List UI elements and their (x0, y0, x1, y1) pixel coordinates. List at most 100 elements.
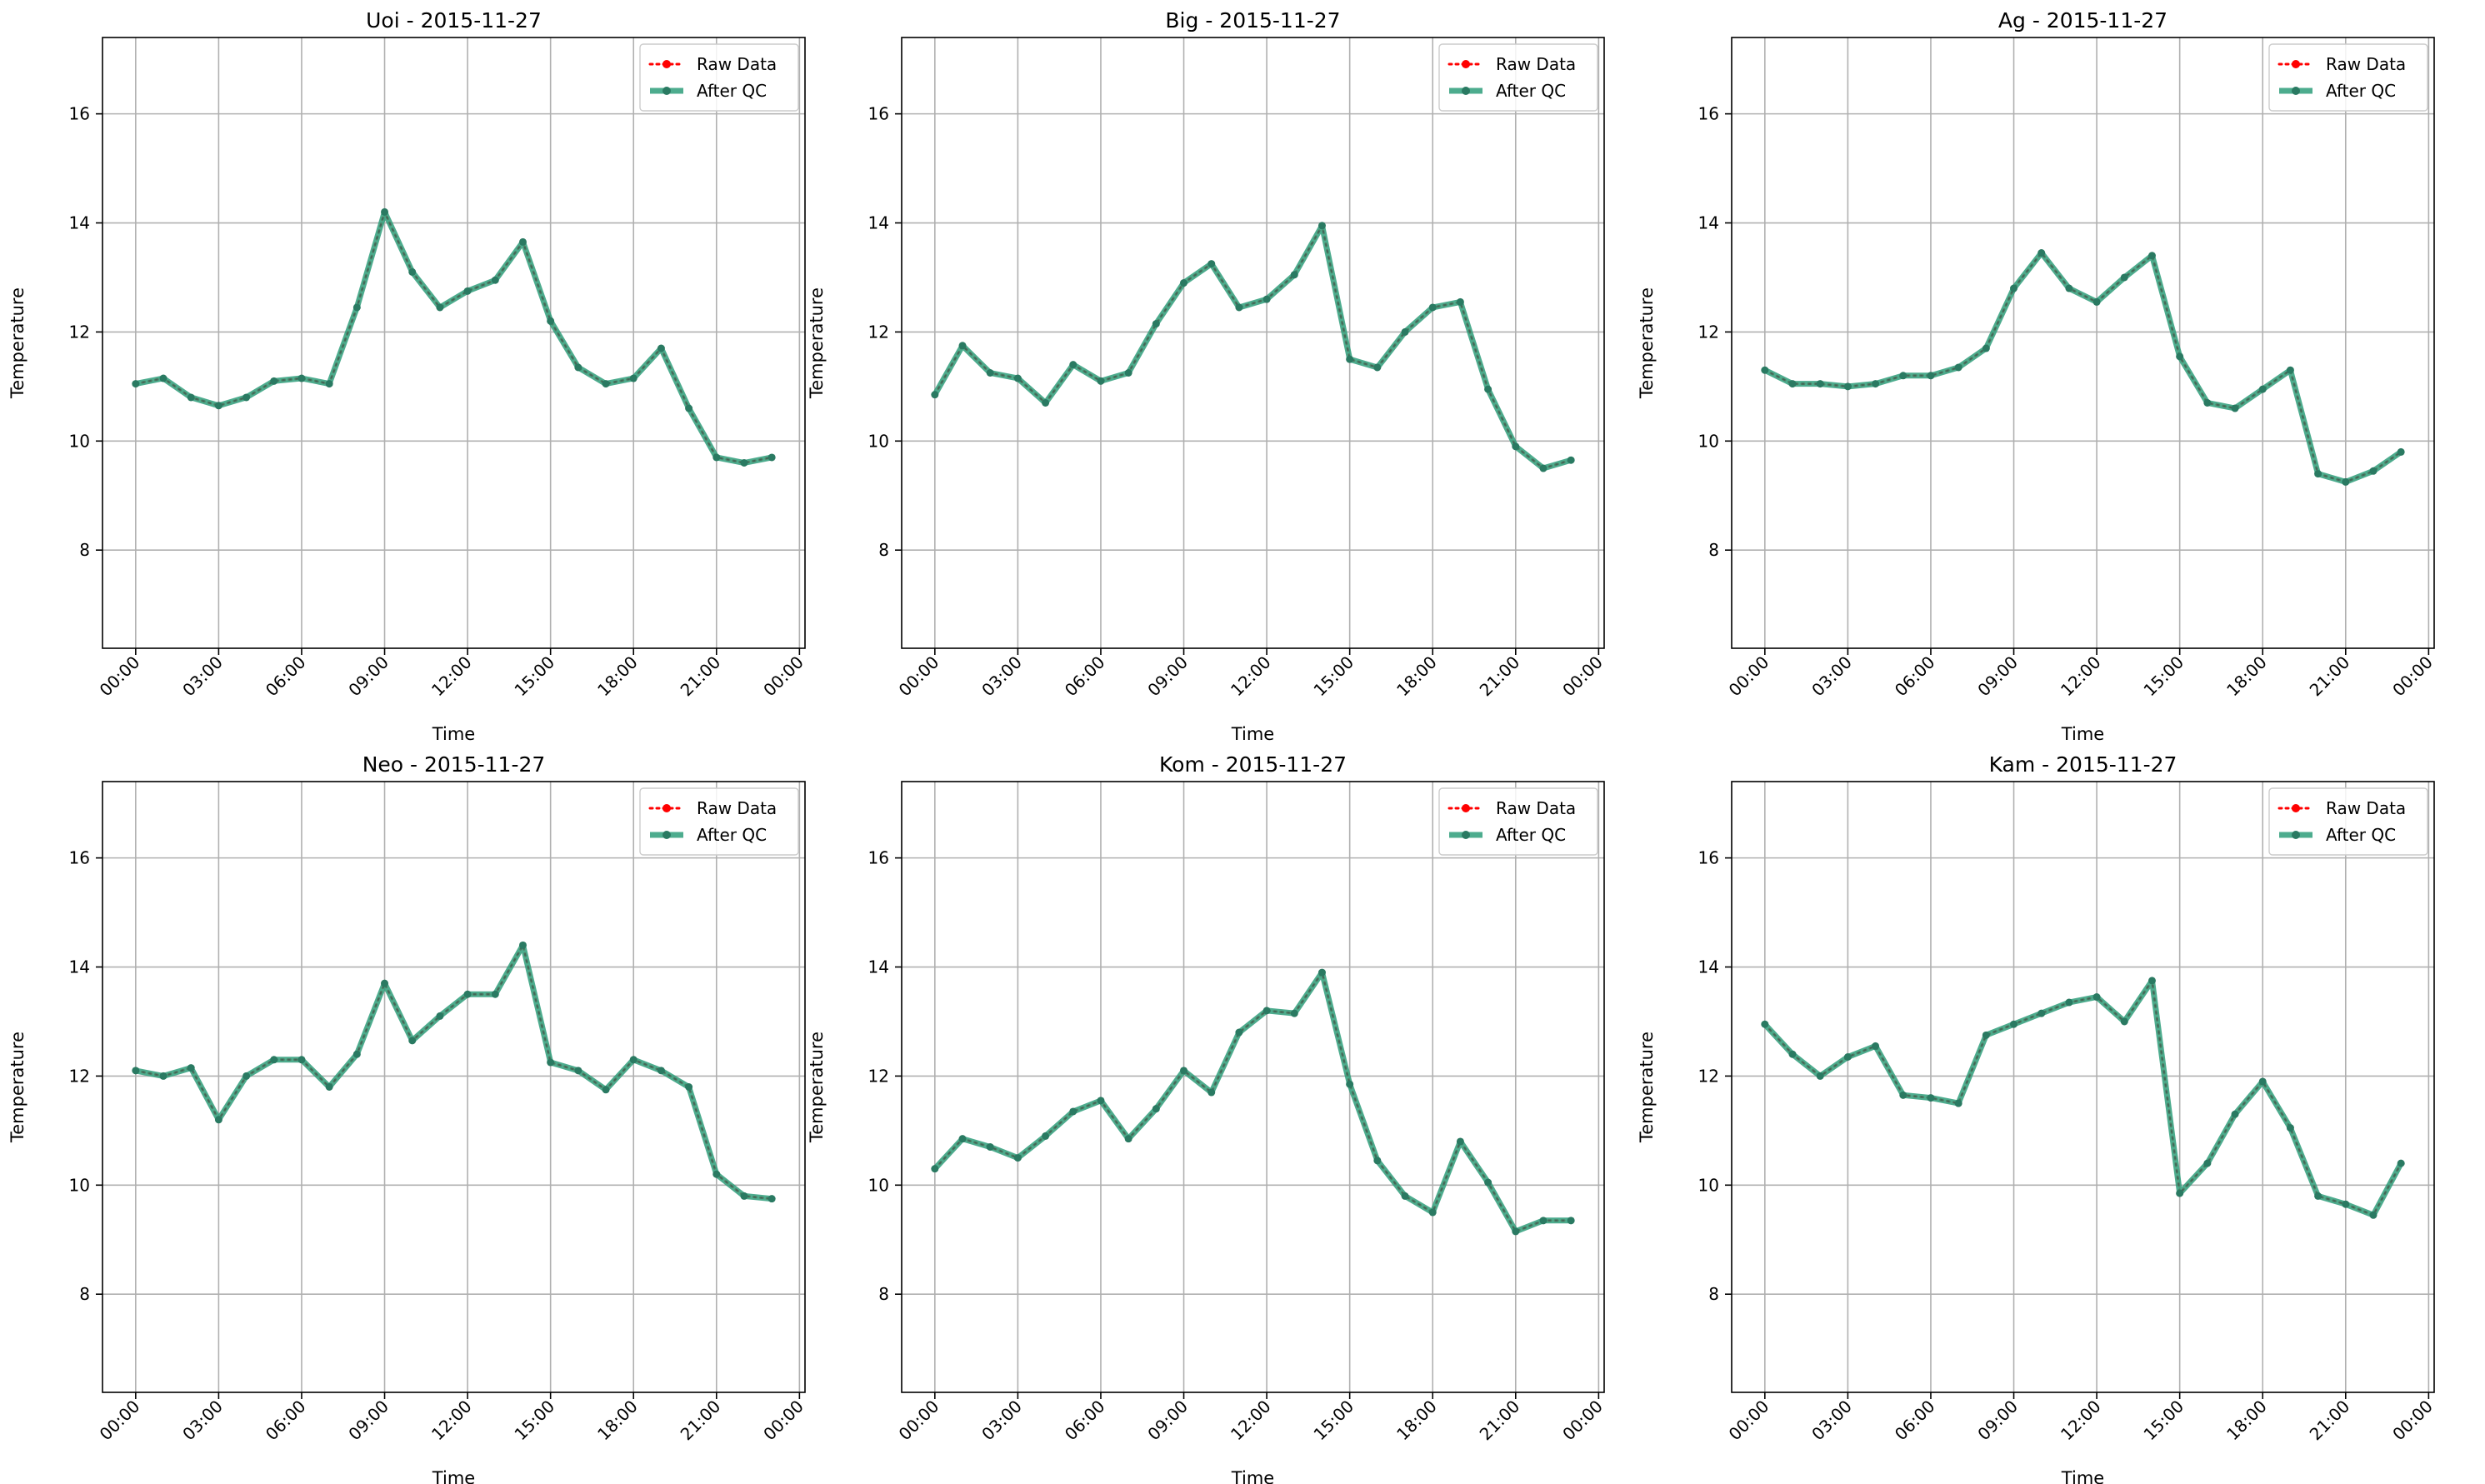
plot-frame (102, 37, 806, 649)
data-point (712, 453, 721, 462)
y-tick-label: 12 (868, 1066, 889, 1086)
y-tick-label: 8 (878, 1284, 889, 1304)
data-point (657, 1067, 665, 1075)
legend: Raw Data After QC (1438, 787, 1598, 856)
data-point (685, 404, 693, 412)
x-tick-label: 15:00 (510, 652, 558, 701)
y-axis-label: Temperature (8, 1032, 28, 1143)
x-tick-label: 00:00 (2388, 1397, 2437, 1445)
legend-marker-raw-data (1462, 60, 1470, 68)
data-point (602, 380, 610, 388)
x-tick-label: 18:00 (1392, 1397, 1441, 1445)
x-tick-label: 00:00 (2388, 652, 2437, 701)
series-line-raw-data-overlay (135, 942, 772, 1200)
data-point (159, 374, 168, 382)
data-point (325, 380, 333, 388)
y-tick-label: 8 (79, 1284, 90, 1304)
legend: Raw Data After QC (639, 43, 799, 112)
data-point (187, 1064, 195, 1072)
plot-frame (901, 37, 1605, 649)
legend-marker-after-qc (1462, 87, 1470, 95)
data-point (2010, 284, 2018, 292)
x-tick-label: 18:00 (593, 652, 642, 701)
data-point (629, 374, 638, 382)
x-axis-label: Time (2061, 724, 2104, 744)
data-point (2148, 977, 2156, 985)
x-tick-label: 09:00 (1973, 652, 2022, 701)
series-line-raw-data-overlay (934, 970, 1572, 1233)
x-tick-label: 12:00 (2057, 652, 2105, 701)
data-point (1013, 1154, 1022, 1162)
x-tick-label: 15:00 (510, 1397, 558, 1445)
x-tick-label: 12:00 (1227, 652, 1275, 701)
data-point (602, 1086, 610, 1094)
y-tick-label: 14 (868, 957, 889, 977)
data-point (1069, 361, 1078, 369)
data-point (1013, 374, 1022, 382)
y-tick-label: 12 (69, 322, 90, 342)
x-tick-label: 15:00 (1309, 1397, 1358, 1445)
x-tick-label: 12:00 (428, 652, 476, 701)
y-axis-label: Temperature (807, 1032, 827, 1143)
data-point (2314, 1192, 2322, 1200)
data-point (2286, 1124, 2294, 1132)
data-point (958, 1135, 967, 1143)
x-tick-label: 09:00 (1143, 652, 1192, 701)
legend-label-after-qc: After QC (1496, 825, 1566, 845)
legend-box (2268, 43, 2428, 112)
legend: Raw Data After QC (2268, 787, 2428, 856)
data-point (1788, 380, 1797, 388)
data-point (1152, 320, 1160, 328)
series-line-after-qc (135, 208, 772, 466)
data-point (214, 1116, 222, 1124)
data-point (1816, 1072, 1824, 1080)
data-point (1982, 1031, 1990, 1039)
y-tick-label: 10 (1698, 431, 1719, 451)
x-tick-label: 03:00 (1808, 1397, 1856, 1445)
legend-marker-raw-data (1462, 804, 1470, 812)
y-tick-label: 8 (878, 540, 889, 560)
x-tick-label: 09:00 (1973, 1397, 2022, 1445)
x-tick-label: 00:00 (1558, 1397, 1607, 1445)
x-tick-label: 06:00 (1061, 652, 1109, 701)
plot-frame (1731, 37, 2435, 649)
data-point (352, 303, 361, 312)
y-tick-label: 12 (1698, 322, 1719, 342)
data-point (547, 317, 555, 325)
data-point (2286, 366, 2294, 374)
data-point (1872, 1042, 1880, 1050)
data-point (1954, 363, 1962, 372)
data-point (242, 1072, 251, 1080)
chart-title: Kam - 2015-11-27 (1989, 752, 2178, 777)
legend-marker-raw-data (2292, 60, 2300, 68)
data-point (1318, 968, 1326, 977)
data-point (491, 990, 499, 998)
data-point (2092, 993, 2101, 1002)
series-line-after-qc (932, 969, 1572, 1235)
y-tick-label: 14 (868, 213, 889, 233)
data-point (1152, 1105, 1160, 1113)
data-point (1816, 380, 1824, 388)
y-tick-label: 14 (1698, 957, 1719, 977)
data-point (1872, 380, 1880, 388)
x-tick-label: 03:00 (1808, 652, 1856, 701)
x-tick-label: 12:00 (1227, 1397, 1275, 1445)
x-tick-label: 15:00 (2139, 1397, 2188, 1445)
data-point (931, 1165, 939, 1173)
plot-frame (1731, 781, 2435, 1393)
legend-label-after-qc: After QC (2326, 825, 2396, 845)
chart-title: Ag - 2015-11-27 (1998, 8, 2168, 32)
data-point (2397, 1159, 2405, 1167)
x-tick-label: 03:00 (978, 1397, 1026, 1445)
data-point (1290, 271, 1298, 279)
y-tick-label: 8 (1708, 1284, 1719, 1304)
data-point (1843, 1053, 1852, 1062)
y-axis-label: Temperature (807, 287, 827, 399)
chart-panel-4: 8 10 12 14 16 00:00 03:00 06:00 09:00 12:00 15:00 1… (8, 752, 808, 1484)
x-tick-label: 00:00 (1725, 652, 1773, 701)
x-tick-label: 06:00 (1891, 652, 1939, 701)
legend-label-after-qc: After QC (697, 81, 767, 101)
series-line-raw-data-overlay (135, 209, 772, 464)
legend-label-raw-data: Raw Data (697, 54, 777, 74)
